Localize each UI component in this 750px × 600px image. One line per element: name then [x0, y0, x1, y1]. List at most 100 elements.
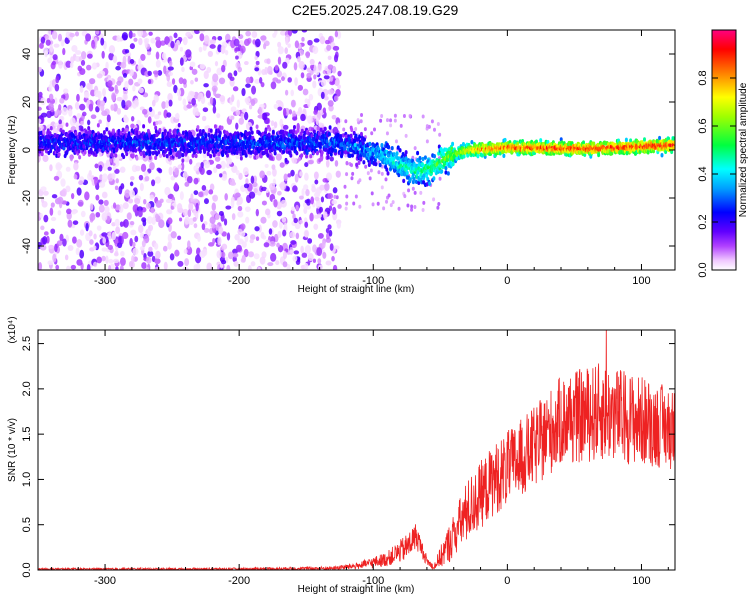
spectrogram-noise-point [102, 237, 107, 244]
spectrogram-trend-point [196, 125, 200, 130]
spectrogram-noise-point [290, 89, 295, 97]
spectrogram-trend-point [175, 152, 179, 158]
spectrogram-noise-point [76, 259, 83, 266]
spectrogram-noise-point [40, 97, 46, 106]
spectrogram-noise-point [315, 188, 321, 197]
spectrogram-noise-point [111, 222, 116, 227]
spectrogram-trend-point [357, 160, 361, 166]
spectrogram-noise-point [43, 214, 49, 223]
spectrogram-trend-point [329, 152, 333, 157]
spectrogram-noise-point [98, 119, 102, 124]
spectrogram-noise-point [158, 219, 165, 229]
spectrogram-noise-point [337, 84, 341, 90]
spectrogram-noise-point [308, 93, 314, 101]
spectrogram-noise-point [275, 153, 282, 161]
spectrogram-noise-point [130, 123, 135, 129]
spectrogram-noise-point [337, 122, 341, 130]
spectrogram-noise-point [154, 266, 160, 270]
spectrogram-noise-point [120, 183, 125, 190]
spectrogram-noise-point [148, 246, 153, 252]
spectrogram-trend-point [225, 153, 229, 158]
spectrogram-noise-point [350, 163, 354, 168]
spectrogram-noise-point [137, 209, 143, 218]
spectrogram-trend-point [119, 130, 123, 136]
spectrogram-noise-point [199, 250, 206, 259]
spectrogram-noise-point [166, 81, 173, 88]
spectrogram-noise-point [284, 47, 288, 55]
spectrogram-noise-point [86, 263, 91, 270]
spectrogram-trend-point [154, 125, 158, 131]
spectrogram-noise-point [397, 206, 401, 211]
spectrogram-noise-point [198, 30, 206, 33]
spectrogram-noise-point [438, 132, 442, 137]
spectrogram-trend-point [99, 144, 103, 150]
spectrogram-noise-point [274, 64, 279, 71]
spectrogram-noise-point [173, 84, 178, 94]
spectrogram-trend-point [624, 137, 628, 143]
spectrogram-noise-point [289, 231, 296, 239]
spectrogram-noise-point [48, 244, 54, 249]
spectrogram-noise-point [131, 255, 135, 264]
spectrogram-noise-point [46, 97, 51, 104]
spectrogram-noise-point [332, 187, 338, 194]
spectrogram-noise-point [119, 264, 124, 270]
spectrogram-noise-point [410, 204, 414, 209]
spectrogram-noise-point [293, 62, 298, 71]
spectrogram-trend-point [133, 135, 137, 141]
spectrogram-noise-point [60, 39, 65, 47]
spectrogram-noise-point [39, 42, 44, 49]
spectrogram-noise-point [181, 66, 185, 73]
spectrogram-trend-point [267, 132, 271, 137]
colorbar-tick-label: 0.2 [697, 214, 709, 229]
spectrogram-noise-point [112, 258, 120, 264]
spectrogram-trend-point [152, 133, 156, 139]
spectrogram-noise-point [272, 220, 278, 228]
spectrogram-noise-point [123, 116, 129, 124]
spectrogram-noise-point [249, 234, 256, 241]
spectrogram-trend-point [318, 144, 322, 150]
spectrogram-noise-point [108, 258, 114, 264]
spectrogram-trend-point [299, 134, 303, 140]
spectrogram-noise-point [101, 110, 108, 117]
spectrogram-noise-point [410, 207, 414, 212]
spectrogram-noise-point [70, 264, 77, 270]
spectrogram-trend-point [159, 153, 163, 158]
spectrogram-noise-point [323, 75, 330, 80]
spectrogram-noise-point [146, 51, 151, 56]
spectrogram-noise-point [112, 202, 117, 209]
spectrogram-noise-point [101, 191, 108, 199]
spectrogram-noise-point [47, 260, 54, 266]
spectrogram-noise-point [79, 229, 85, 236]
spectrogram-noise-point [144, 175, 150, 182]
spectrogram-trend-point [305, 150, 309, 156]
spectrogram-trend-point [428, 181, 432, 186]
spectrogram-noise-point [153, 242, 159, 250]
spectrogram-noise-point [317, 232, 324, 239]
spectrogram-noise-point [151, 216, 156, 225]
spectrogram-trend-point [423, 155, 427, 160]
spectrogram-noise-point [283, 173, 288, 182]
spectrogram-trend-point [172, 152, 176, 157]
spectrogram-noise-point [148, 106, 153, 112]
spectrogram-noise-point [265, 208, 271, 216]
spectrogram-noise-point [170, 40, 175, 49]
spectrogram-noise-point [360, 113, 364, 118]
spectrogram-trend-point [44, 149, 48, 154]
top-y-tick-label: -20 [21, 190, 33, 206]
spectrogram-noise-point [250, 261, 256, 267]
spectrogram-noise-point [250, 98, 256, 107]
spectrogram-noise-point [135, 165, 141, 172]
spectrogram-trend-point [198, 149, 202, 154]
spectrogram-noise-point [99, 100, 106, 107]
spectrogram-noise-point [245, 178, 249, 185]
spectrogram-trend-point [78, 155, 82, 160]
spectrogram-noise-point [129, 181, 134, 187]
spectrogram-trend-point [240, 132, 244, 138]
spectrogram-noise-point [182, 98, 187, 106]
spectrogram-noise-point [154, 114, 160, 120]
spectrogram-trend-point [451, 161, 455, 167]
spectrogram-noise-point [380, 171, 384, 176]
spectrogram-noise-point [295, 232, 300, 240]
spectrogram-noise-point [382, 206, 386, 211]
spectrogram-noise-point [389, 118, 393, 123]
